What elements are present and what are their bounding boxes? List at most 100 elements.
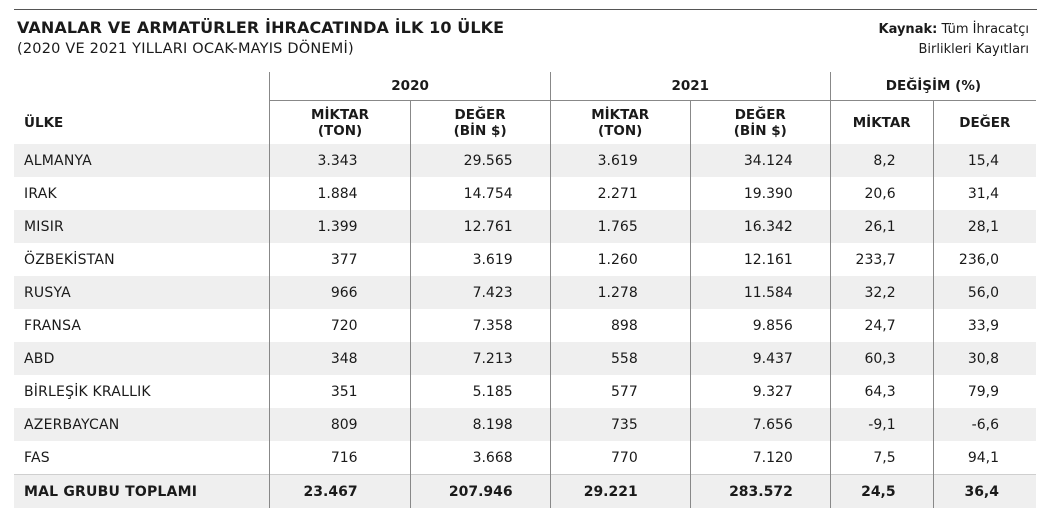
cell-country: ÖZBEKİSTAN [24, 251, 115, 268]
cell-2021-value: 9.327 [689, 375, 831, 408]
table-row: ALMANYA 3.343 29.565 3.619 34.124 8,2 15… [14, 144, 1036, 177]
cell-2020-value: 207.946 [409, 474, 551, 508]
header-label: DEĞER [454, 106, 506, 123]
header-change-quantity: MİKTAR [829, 100, 934, 144]
cell-change-quantity: 8,2 [829, 144, 934, 177]
table-row: MISIR 1.399 12.761 1.765 16.342 26,1 28,… [14, 210, 1036, 243]
cell-2021-quantity: 770 [549, 441, 691, 475]
cell-change-value: 36,4 [932, 474, 1036, 508]
source-line-1: Kaynak: Tüm İhracatçı [879, 20, 1029, 40]
page-title: VANALAR VE ARMATÜRLER İHRACATINDA İLK 10… [17, 18, 505, 37]
cell-change-quantity: 7,5 [829, 441, 934, 475]
cell-2020-value: 7.213 [409, 342, 551, 375]
cell-2021-quantity: 898 [549, 309, 691, 342]
cell-2020-value: 3.668 [409, 441, 551, 475]
table-row: IRAK 1.884 14.754 2.271 19.390 20,6 31,4 [14, 177, 1036, 210]
cell-change-value: 79,9 [932, 375, 1036, 408]
cell-change-value: 94,1 [932, 441, 1036, 475]
cell-2021-quantity: 29.221 [549, 474, 691, 508]
table-row: FRANSA 720 7.358 898 9.856 24,7 33,9 [14, 309, 1036, 342]
cell-change-quantity: 32,2 [829, 276, 934, 309]
header-unit: (TON) [598, 122, 643, 139]
cell-change-value: 28,1 [932, 210, 1036, 243]
cell-2020-value: 8.198 [409, 408, 551, 441]
cell-2020-quantity: 809 [269, 408, 411, 441]
cell-2020-quantity: 1.399 [269, 210, 411, 243]
cell-change-value: 15,4 [932, 144, 1036, 177]
header-label: MİKTAR [311, 106, 369, 123]
cell-2020-quantity: 720 [269, 309, 411, 342]
cell-country: ABD [14, 342, 270, 375]
country-column-header: ÜLKE [24, 115, 64, 131]
cell-change-quantity: 64,3 [829, 375, 934, 408]
cell-2021-quantity: 735 [549, 408, 691, 441]
cell-2021-value: 7.120 [689, 441, 831, 475]
source-text-2: Birlikleri Kayıtları [918, 42, 1029, 57]
header-unit: (BİN $) [453, 122, 507, 139]
cell-2020-quantity: 377 [269, 243, 411, 276]
header-2021-quantity: MİKTAR (TON) [549, 100, 691, 144]
cell-country: RUSYA [14, 276, 270, 309]
cell-change-value: 236,0 [932, 243, 1036, 276]
cell-change-value: 56,0 [932, 276, 1036, 309]
export-table: ÜLKE 2020 2021 DEĞİŞİM (%) MİKTAR (TON) D… [14, 72, 1036, 508]
cell-2021-value: 16.342 [689, 210, 831, 243]
cell-2020-quantity: 3.343 [269, 144, 411, 177]
cell-country: FRANSA [24, 317, 82, 334]
total-row: MAL GRUBU TOPLAMI 23.467 207.946 29.221 … [14, 474, 1036, 508]
cell-country: AZERBAYCAN [14, 408, 270, 441]
cell-change-quantity: 26,1 [829, 210, 934, 243]
cell-2021-value: 11.584 [689, 276, 831, 309]
cell-2021-quantity: 1.260 [549, 243, 691, 276]
header-label: MİKTAR [591, 106, 650, 123]
cell-2021-value: 283.572 [689, 474, 831, 508]
cell-change-quantity: 24,7 [829, 309, 934, 342]
cell-2020-quantity: 23.467 [269, 474, 411, 508]
cell-country: FAS [24, 449, 50, 466]
cell-2020-quantity: 351 [269, 375, 411, 408]
cell-2021-value: 9.856 [689, 309, 831, 342]
cell-2021-value: 9.437 [689, 342, 831, 375]
cell-change-quantity: 20,6 [829, 177, 934, 210]
cell-change-quantity: 233,7 [829, 243, 934, 276]
header-unit: (BİN $) [733, 122, 787, 139]
cell-2021-quantity: 1.765 [549, 210, 691, 243]
cell-2020-value: 7.358 [409, 309, 551, 342]
cell-2021-quantity: 577 [549, 375, 691, 408]
cell-country: MAL GRUBU TOPLAMI [14, 474, 270, 508]
group-header-change: DEĞİŞİM (%) [829, 72, 1036, 101]
top-rule [14, 9, 1037, 10]
cell-2020-quantity: 1.884 [269, 177, 411, 210]
cell-country: IRAK [24, 185, 57, 202]
header-change-value: DEĞER [932, 100, 1036, 144]
cell-change-value: 33,9 [932, 309, 1036, 342]
cell-2021-quantity: 2.271 [549, 177, 691, 210]
header-2020-value: DEĞER (BİN $) [409, 100, 551, 144]
header-2021-value: DEĞER (BİN $) [689, 100, 831, 144]
cell-change-value: -6,6 [932, 408, 1036, 441]
cell-2020-quantity: 716 [269, 441, 411, 475]
table-row: AZERBAYCAN 809 8.198 735 7.656 -9,1 -6,6 [14, 408, 1036, 441]
header-label: DEĞER [734, 106, 786, 123]
table-row: ÖZBEKİSTAN 377 3.619 1.260 12.161 233,7 … [14, 243, 1036, 276]
cell-2020-value: 7.423 [409, 276, 551, 309]
page-subtitle: (2020 VE 2021 YILLARI OCAK-MAYIS DÖNEMİ) [17, 41, 354, 57]
cell-country: BİRLEŞİK KRALLIK [24, 383, 151, 400]
cell-change-value: 30,8 [932, 342, 1036, 375]
cell-2020-quantity: 348 [269, 342, 411, 375]
table-row: ABD 348 7.213 558 9.437 60,3 30,8 [14, 342, 1036, 375]
source-text-1: Tüm İhracatçı [941, 22, 1029, 37]
source-note: Kaynak: Tüm İhracatçı Birlikleri Kayıtla… [879, 20, 1029, 60]
cell-2021-value: 12.161 [689, 243, 831, 276]
cell-country: ALMANYA [14, 144, 270, 177]
cell-country: MISIR [14, 210, 270, 243]
cell-2021-value: 7.656 [689, 408, 831, 441]
cell-2020-quantity: 966 [269, 276, 411, 309]
cell-2020-value: 3.619 [409, 243, 551, 276]
cell-2021-quantity: 3.619 [549, 144, 691, 177]
header-unit: (TON) [317, 122, 363, 139]
cell-change-quantity: -9,1 [829, 408, 934, 441]
cell-2021-value: 34.124 [689, 144, 831, 177]
cell-2020-value: 12.761 [409, 210, 551, 243]
table-row: FAS 716 3.668 770 7.120 7,5 94,1 [14, 441, 1036, 475]
